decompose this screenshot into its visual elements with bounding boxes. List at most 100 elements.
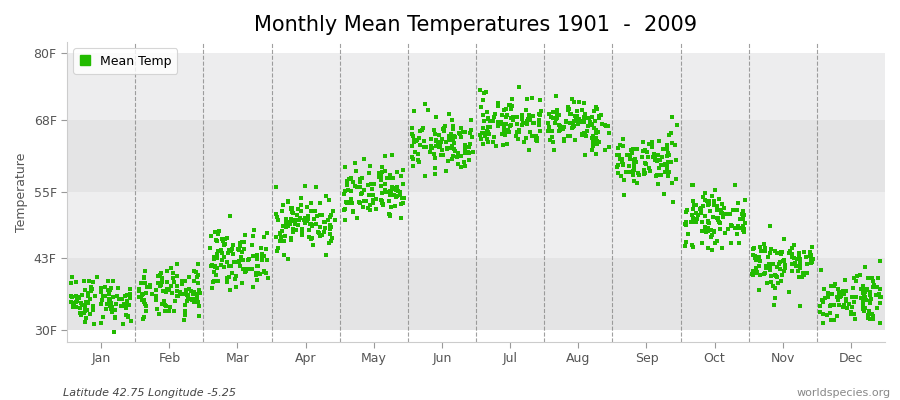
Point bbox=[553, 127, 567, 134]
Point bbox=[768, 294, 782, 301]
Point bbox=[803, 253, 817, 260]
Point bbox=[627, 178, 642, 184]
Point bbox=[753, 248, 768, 254]
Point bbox=[533, 127, 547, 134]
Point bbox=[824, 302, 838, 309]
Point bbox=[463, 130, 477, 136]
Point bbox=[699, 229, 714, 235]
Point bbox=[446, 152, 460, 159]
Point bbox=[589, 151, 603, 158]
Point bbox=[259, 270, 274, 276]
Point bbox=[82, 278, 96, 285]
Point bbox=[374, 177, 388, 183]
Point bbox=[587, 125, 601, 132]
Point bbox=[630, 146, 644, 152]
Point bbox=[658, 168, 672, 175]
Point bbox=[410, 157, 425, 164]
Point bbox=[836, 288, 850, 294]
Point bbox=[447, 148, 462, 154]
Point bbox=[225, 246, 239, 252]
Point bbox=[177, 302, 192, 308]
Point bbox=[341, 187, 356, 193]
Point bbox=[424, 136, 438, 142]
Point bbox=[519, 107, 534, 113]
Point bbox=[386, 175, 400, 182]
Point bbox=[103, 297, 117, 303]
Point bbox=[346, 208, 360, 215]
Point bbox=[86, 306, 101, 313]
Point bbox=[616, 161, 630, 167]
Point bbox=[424, 143, 438, 149]
Point bbox=[577, 130, 591, 136]
Point bbox=[309, 221, 323, 228]
Point bbox=[734, 210, 749, 217]
Point bbox=[832, 291, 846, 297]
Point bbox=[479, 89, 493, 95]
Point bbox=[85, 288, 99, 294]
Point bbox=[363, 163, 377, 169]
Point bbox=[642, 165, 656, 171]
Point bbox=[323, 214, 338, 220]
Point bbox=[866, 278, 880, 284]
Point bbox=[446, 137, 460, 144]
Point bbox=[169, 273, 184, 279]
Point bbox=[705, 193, 719, 199]
Point bbox=[328, 216, 343, 223]
Point bbox=[712, 226, 726, 232]
Point bbox=[473, 136, 488, 142]
Point bbox=[169, 261, 184, 267]
Point bbox=[824, 302, 839, 308]
Point bbox=[382, 198, 396, 204]
Point bbox=[863, 298, 878, 304]
Point bbox=[78, 303, 93, 309]
Point bbox=[700, 219, 715, 225]
Point bbox=[220, 234, 235, 241]
Point bbox=[431, 139, 446, 146]
Point bbox=[294, 226, 309, 233]
Point bbox=[652, 164, 666, 171]
Point bbox=[80, 293, 94, 300]
Point bbox=[515, 122, 529, 128]
Point bbox=[832, 301, 846, 308]
Point bbox=[192, 312, 206, 319]
Point bbox=[439, 167, 454, 174]
Point bbox=[660, 163, 674, 170]
Point bbox=[166, 275, 180, 281]
Point bbox=[730, 230, 744, 237]
Point bbox=[390, 184, 404, 191]
Point bbox=[293, 201, 308, 208]
Point bbox=[214, 236, 229, 243]
Point bbox=[64, 299, 78, 305]
Point bbox=[650, 172, 664, 178]
Point bbox=[387, 192, 401, 198]
Point bbox=[850, 294, 864, 300]
Point bbox=[142, 281, 157, 288]
Point bbox=[323, 222, 338, 228]
Point bbox=[313, 212, 328, 218]
Point bbox=[186, 296, 201, 302]
Point bbox=[69, 298, 84, 304]
Point bbox=[770, 280, 785, 286]
Point bbox=[858, 288, 872, 295]
Point bbox=[139, 308, 153, 314]
Point bbox=[121, 313, 135, 319]
Point bbox=[526, 120, 541, 126]
Point bbox=[580, 128, 594, 134]
Point bbox=[497, 125, 511, 132]
Point bbox=[481, 124, 495, 130]
Point bbox=[78, 308, 93, 314]
Point bbox=[650, 172, 664, 178]
Point bbox=[611, 152, 625, 159]
Point bbox=[531, 110, 545, 117]
Point bbox=[431, 132, 446, 138]
Point bbox=[476, 112, 491, 118]
Point bbox=[405, 124, 419, 131]
Point bbox=[710, 207, 724, 213]
Point bbox=[569, 116, 583, 122]
Point bbox=[118, 303, 132, 310]
Point bbox=[365, 186, 380, 193]
Point bbox=[182, 274, 196, 280]
Point bbox=[867, 282, 881, 289]
Point bbox=[482, 116, 496, 122]
Point bbox=[476, 90, 491, 96]
